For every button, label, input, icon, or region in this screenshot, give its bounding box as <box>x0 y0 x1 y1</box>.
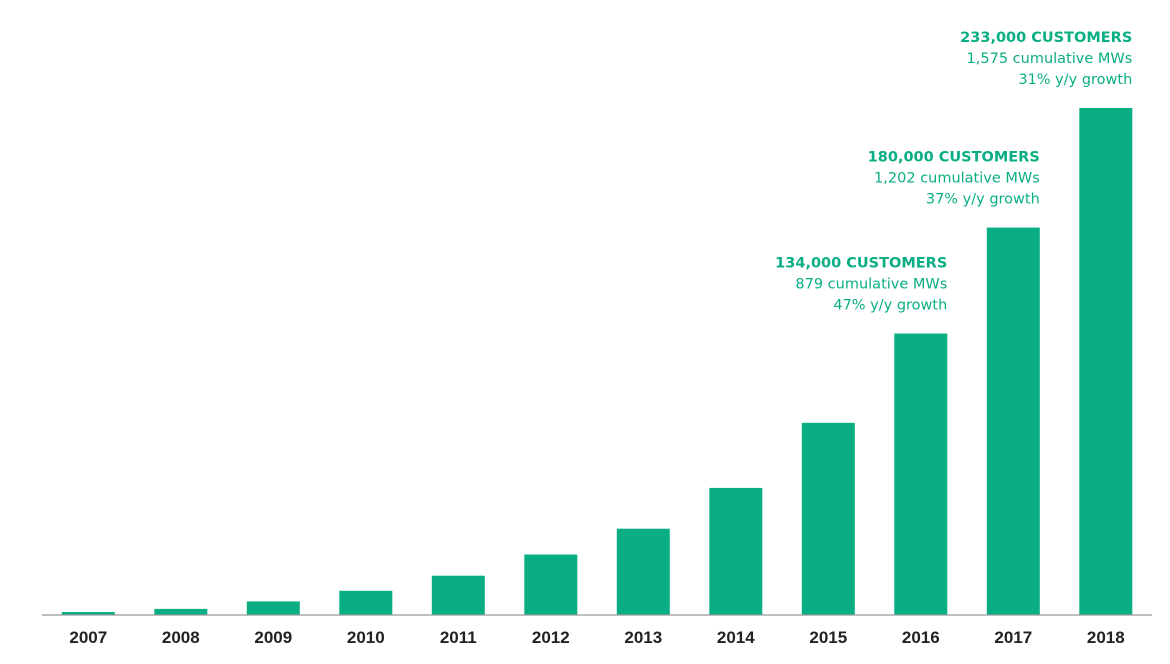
annotation-2016-line2: 47% y/y growth <box>833 298 947 314</box>
x-tick-label-2014: 2014 <box>717 628 755 647</box>
bar-2017 <box>986 227 1040 615</box>
annotation-2017-line2: 37% y/y growth <box>926 192 1040 208</box>
annotation-2018-line1: 1,575 cumulative MWs <box>967 51 1133 67</box>
x-tick-label-2009: 2009 <box>254 628 292 647</box>
x-tick-labels: 2007 2008 2009 2010 2011 2012 2013 2014 2015 2016… <box>69 628 1124 647</box>
x-tick-label-2010: 2010 <box>347 628 385 647</box>
annotation-2016-title: 134,000 CUSTOMERS <box>775 256 947 272</box>
bar-2009 <box>246 601 300 615</box>
bar-2008 <box>154 608 208 615</box>
bar-2011 <box>431 575 485 615</box>
x-tick-label-2018: 2018 <box>1087 628 1125 647</box>
bars-group <box>61 108 1133 615</box>
bar-2007 <box>61 612 115 615</box>
annotation-2016-line1: 879 cumulative MWs <box>795 277 947 293</box>
bar-annotations: 134,000 CUSTOMERS 879 cumulative MWs 47% y… <box>775 30 1132 314</box>
bar-2018 <box>1079 108 1133 615</box>
x-tick-label-2016: 2016 <box>902 628 940 647</box>
annotation-2017-line1: 1,202 cumulative MWs <box>874 171 1040 187</box>
annotation-2018-title: 233,000 CUSTOMERS <box>960 30 1132 46</box>
bar-2012 <box>524 554 578 615</box>
annotation-2017-title: 180,000 CUSTOMERS <box>868 150 1040 166</box>
bar-2014 <box>709 487 763 615</box>
x-tick-label-2008: 2008 <box>162 628 200 647</box>
x-tick-label-2011: 2011 <box>440 628 477 647</box>
annotation-2018-line2: 31% y/y growth <box>1018 72 1132 88</box>
x-tick-label-2013: 2013 <box>624 628 662 647</box>
bar-2016 <box>894 333 948 615</box>
bar-2010 <box>339 590 393 615</box>
x-tick-label-2017: 2017 <box>994 628 1032 647</box>
bar-2013 <box>616 528 670 615</box>
x-tick-label-2015: 2015 <box>809 628 847 647</box>
bar-2015 <box>801 422 855 615</box>
x-tick-label-2012: 2012 <box>532 628 570 647</box>
x-tick-label-2007: 2007 <box>69 628 107 647</box>
